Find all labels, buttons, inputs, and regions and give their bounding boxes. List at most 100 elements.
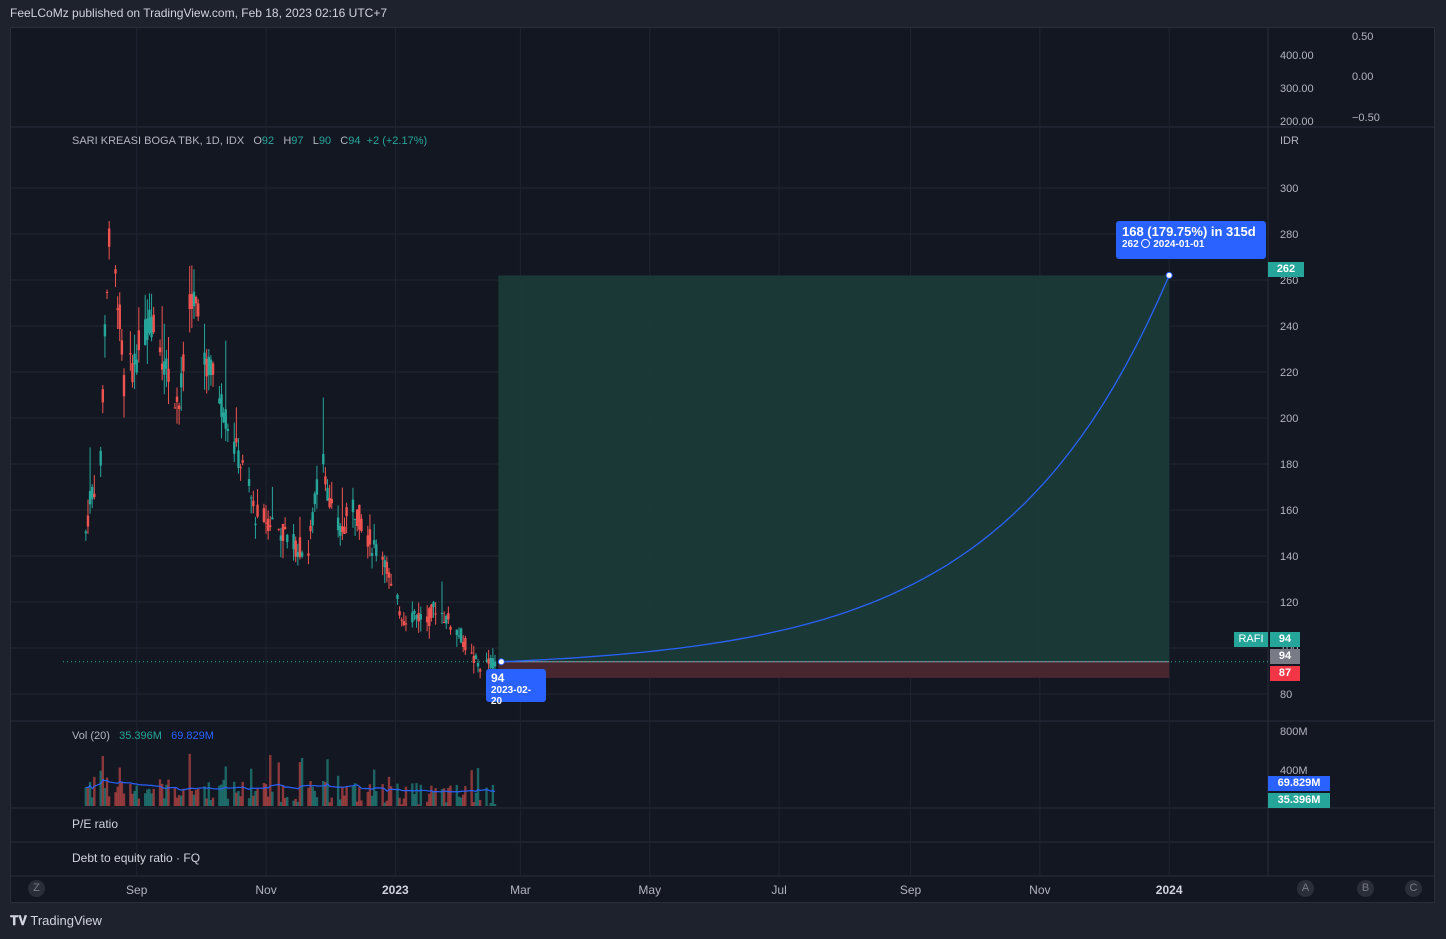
volume-bar	[420, 785, 422, 806]
tradingview-name: TradingView	[30, 913, 102, 928]
time-axis-label: May	[638, 883, 661, 897]
volume-bar	[403, 798, 405, 806]
volume-bar	[91, 797, 93, 806]
candle-body	[150, 317, 152, 337]
candle-body	[189, 294, 191, 309]
candle-body	[324, 476, 326, 484]
volume-label: Vol (20)	[72, 730, 110, 742]
volume-bar	[148, 789, 150, 806]
volume-bar	[432, 791, 434, 806]
volume-bar	[354, 783, 356, 806]
candle-body	[388, 572, 390, 577]
candle-body	[227, 429, 229, 431]
close-value: 94	[348, 135, 360, 147]
volume-bar	[339, 799, 341, 806]
volume-bar	[269, 755, 271, 806]
projection-start-callout[interactable]: 94 2023-02-20	[486, 669, 546, 702]
volume-bar	[212, 798, 214, 806]
time-axis-label: Mar	[510, 883, 531, 897]
volume-bar	[415, 783, 417, 806]
candle-body	[193, 292, 195, 306]
candle-body	[144, 319, 146, 345]
candle-body	[165, 359, 167, 369]
candle-body	[432, 602, 434, 607]
projection-target-callout[interactable]: 168 (179.75%) in 315d 262 2024-01-01	[1116, 221, 1266, 259]
currency-label: IDR	[1280, 135, 1299, 147]
symbol-legend[interactable]: SARI KREASI BOGA TBK, 1D, IDX O92 H97 L9…	[72, 135, 427, 147]
candle-body	[233, 442, 235, 454]
tradingview-brand[interactable]: 𝐓𝐕 TradingView	[10, 913, 102, 929]
candle-body	[411, 613, 413, 623]
volume-bar	[189, 754, 191, 806]
candle-body	[352, 500, 354, 513]
auto-scale-button[interactable]: A	[1297, 880, 1314, 897]
volume-bar	[159, 779, 161, 806]
volume-bar	[479, 800, 481, 806]
volume-bar	[242, 782, 244, 806]
open-key: O	[253, 135, 262, 147]
candle-body	[282, 524, 284, 541]
candle-body	[254, 524, 256, 525]
volume-bar	[343, 796, 345, 806]
volume-bar	[146, 790, 148, 806]
volume-bar	[144, 793, 146, 806]
clock-icon	[1141, 239, 1150, 248]
candle-body	[464, 638, 466, 650]
price-tick-label: 240	[1280, 321, 1298, 333]
volume-bar	[375, 791, 377, 806]
pe-ratio-pane-label[interactable]: P/E ratio	[72, 817, 118, 831]
candle-body	[369, 529, 371, 544]
volume-value: 35.396M	[119, 730, 162, 742]
volume-bar	[93, 777, 95, 806]
candle-body	[386, 562, 388, 574]
volume-bar	[248, 798, 250, 806]
candle-body	[358, 505, 360, 530]
candle-body	[108, 228, 110, 246]
candle-body	[146, 319, 148, 340]
debt-equity-pane-label[interactable]: Debt to equity ratio · FQ	[72, 851, 200, 865]
volume-bar	[494, 804, 496, 806]
top-pane-tick-label: 200.00	[1280, 116, 1314, 128]
candle-body	[136, 360, 138, 373]
log-scale-button[interactable]: B	[1357, 880, 1374, 897]
candle-body	[263, 508, 265, 522]
candle-body	[373, 540, 375, 544]
candle-body	[102, 389, 104, 402]
volume-bar	[191, 791, 193, 806]
volume-bar	[490, 803, 492, 806]
time-axis-label: Sep	[900, 883, 922, 897]
volume-bar	[237, 791, 239, 806]
candle-body	[133, 354, 135, 365]
volume-legend[interactable]: Vol (20) 35.396M 69.829M	[72, 730, 214, 742]
zoom-reset-button[interactable]: Z	[28, 880, 45, 897]
candle-body	[104, 324, 106, 336]
volume-bar	[388, 777, 390, 806]
candle-body	[237, 451, 239, 468]
candle-body	[398, 611, 400, 615]
candle-body	[445, 616, 447, 624]
candle-body	[341, 526, 343, 532]
volume-ma-value: 69.829M	[171, 730, 214, 742]
volume-bar	[292, 801, 294, 806]
candle-body	[129, 353, 131, 354]
loss-zone	[498, 662, 1169, 678]
volume-tick-label: 800M	[1280, 726, 1308, 738]
candle-body	[311, 512, 313, 525]
candle-body	[434, 614, 436, 615]
volume-bar	[341, 787, 343, 806]
volume-bar	[87, 788, 89, 806]
volume-bar	[369, 784, 371, 806]
percent-scale-button[interactable]: C	[1405, 880, 1422, 897]
candle-body	[114, 269, 116, 273]
top-pane-right-tick-label: −0.50	[1352, 112, 1380, 124]
volume-bar	[239, 796, 241, 806]
candle-body	[456, 630, 458, 636]
volume-bar	[282, 785, 284, 806]
candle-body	[116, 308, 118, 310]
volume-bar	[295, 799, 297, 806]
candle-body	[159, 348, 161, 353]
volume-bar	[85, 787, 87, 806]
candle-body	[203, 353, 205, 365]
volume-bar	[352, 786, 354, 806]
volume-bar	[331, 798, 333, 806]
